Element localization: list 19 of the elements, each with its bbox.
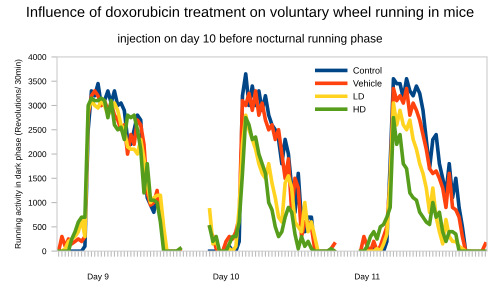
y-tick-label: 2500 (28, 126, 46, 133)
chart-title: Influence of doxorubicin treatment on voluntary wheel running in mice (27, 6, 474, 20)
legend-label: HD (354, 106, 366, 112)
y-tick-label: 1000 (28, 200, 46, 206)
y-axis-title: Running activity in dark phase (Revolutions/ 30min) (14, 60, 22, 248)
y-tick-label: 0 (42, 248, 46, 254)
legend-label: LD (354, 93, 364, 100)
y-tick-label: 3500 (28, 78, 46, 84)
y-tick-label: 500 (33, 224, 46, 230)
y-tick-label: 4000 (28, 54, 46, 60)
y-tick-label: 3000 (28, 102, 46, 109)
chart-subtitle: injection on day 10 before nocturnal running phase (118, 34, 382, 45)
legend-label: Control (353, 67, 382, 74)
legend-label: Vehicle (352, 80, 382, 87)
y-tick-label: 1500 (28, 176, 46, 182)
x-tick-label: Day 10 (214, 274, 239, 282)
x-tick-label: Day 9 (88, 274, 109, 282)
y-tick-label: 2000 (28, 151, 46, 158)
x-tick-label: Day 11 (354, 274, 380, 282)
